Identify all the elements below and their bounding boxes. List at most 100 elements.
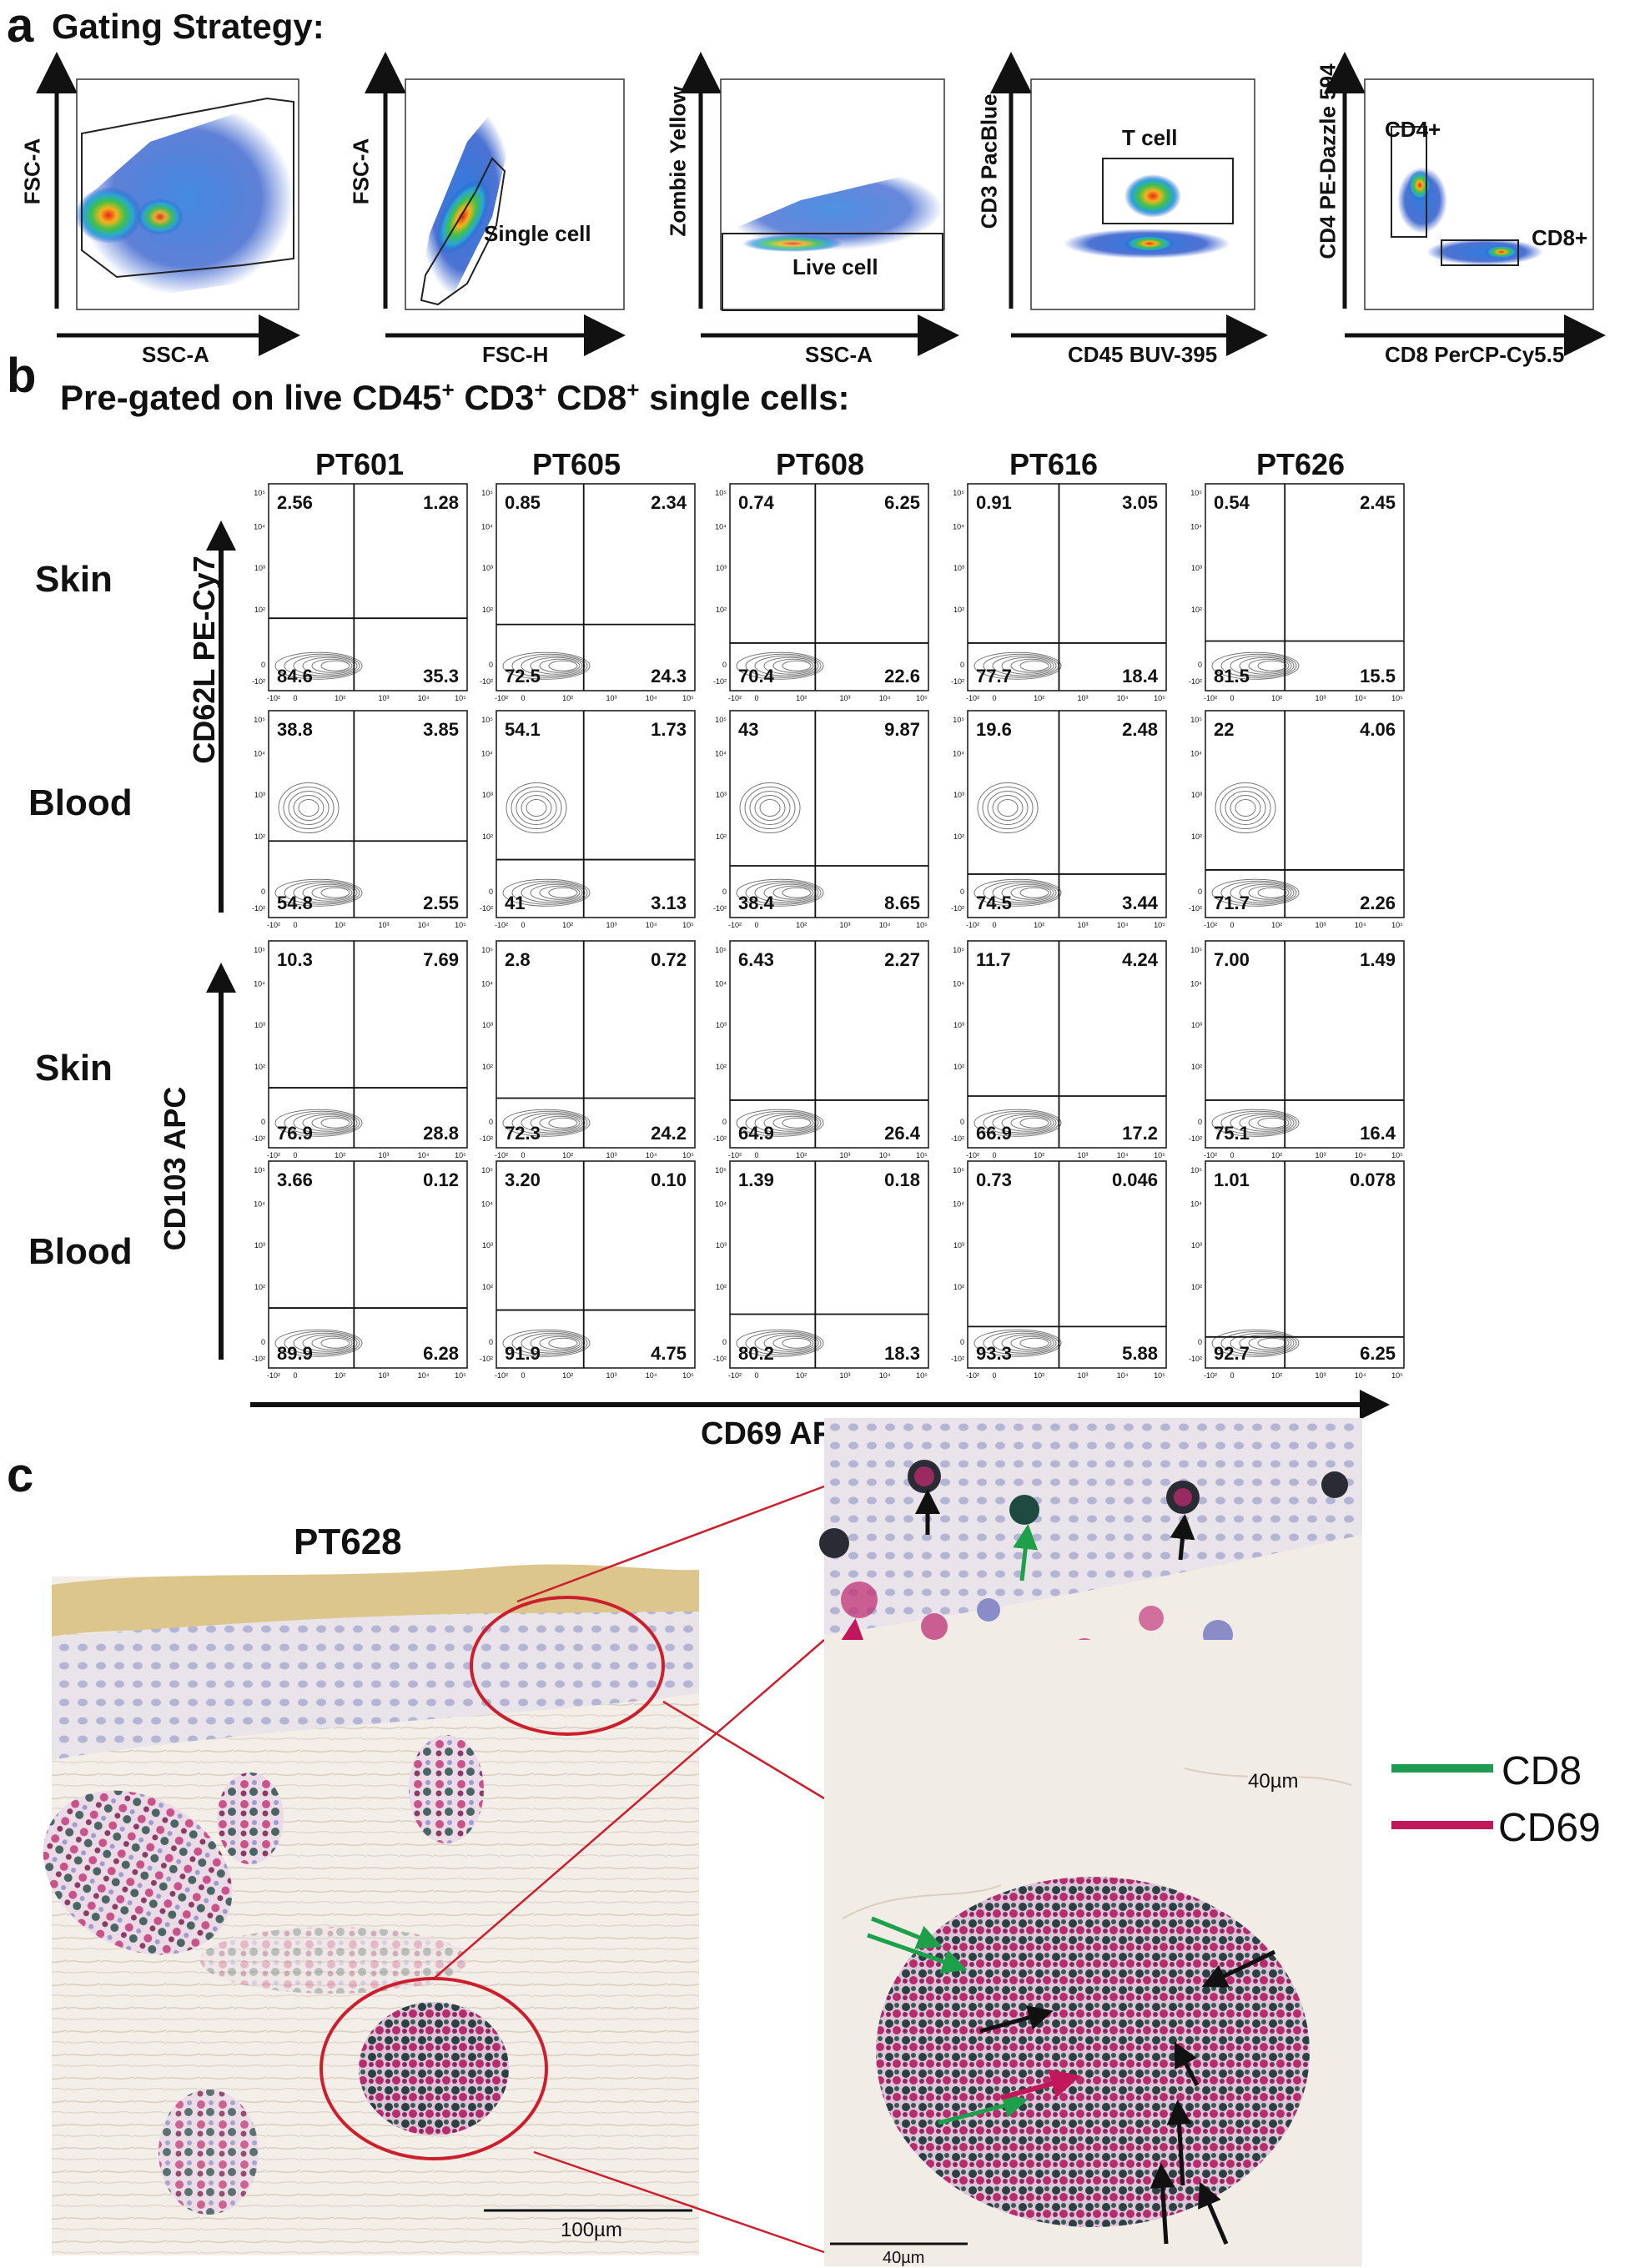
y-tick-label: 10⁵ [1190, 946, 1202, 954]
x-tick-label: 10³ [1316, 1371, 1326, 1380]
y-tick-label: -10² [1189, 1355, 1202, 1363]
y-tick-label: 10² [254, 1283, 265, 1291]
contour-line [511, 1330, 588, 1355]
contour-line [288, 791, 330, 826]
quadrant-ll-value: 72.3 [505, 1123, 541, 1144]
y-tick-label: 0 [722, 661, 727, 669]
callout-line [433, 1639, 825, 1979]
x-tick-label: -10² [966, 1151, 979, 1159]
x-tick-label: 10⁴ [646, 1151, 657, 1159]
contour-line [293, 1332, 358, 1354]
plot-frame [268, 940, 468, 1149]
y-tick-label: 10⁴ [254, 980, 265, 988]
y-tick-label: 10⁴ [1190, 1200, 1202, 1209]
contour-line [759, 799, 781, 817]
y-tick-label: -10² [1189, 677, 1202, 686]
y-tick-label: -10² [713, 677, 727, 686]
y-tick-label: 10² [482, 606, 493, 614]
quadrant-ll-value: 91.9 [505, 1343, 541, 1364]
contour-plot: -10² 0 10² 10³ 10⁴ 10⁵ -10² 0 10² 10³ 10⁴ 10⁵ 2.8 0.7… [480, 940, 696, 1159]
contour-line [284, 653, 360, 678]
arrow-cd8 [1013, 1524, 1039, 1582]
title-text-2: CD3 [454, 378, 535, 417]
quadrant-ur-value: 1.28 [423, 492, 459, 513]
contour-line [311, 1335, 353, 1350]
plot-frame [268, 710, 468, 918]
y-tick-label: 10² [953, 832, 964, 841]
y-tick-label: 0 [1198, 1338, 1202, 1346]
y-tick-label: 10² [254, 606, 265, 614]
quadrant-lr-value: 18.3 [884, 1343, 920, 1364]
panel-b-letter: b [7, 349, 37, 403]
y-tick-label: 10⁵ [953, 716, 964, 724]
contour-line [539, 1115, 581, 1130]
contour-line [1220, 653, 1297, 678]
y-tick-label: 0 [722, 1118, 727, 1126]
x-tick-label: 0 [293, 694, 297, 702]
x-tick-label: 0 [521, 1151, 525, 1159]
quadrant-ll-value: 64.9 [738, 1123, 774, 1144]
contour-plot: -10² 0 10² 10³ 10⁴ 10⁵ -10² 0 10² 10³ 10⁴ 10⁵ 19.6 2.… [951, 710, 1167, 929]
quadrant-lr-value: 35.3 [423, 666, 459, 686]
y-tick-label: 10² [953, 606, 964, 614]
gating-plot-1 [36, 52, 300, 356]
x-tick-label: 10⁴ [646, 1371, 657, 1380]
contour-plot: -10² 0 10² 10³ 10⁴ 10⁵ -10² 0 10² 10³ 10⁴ 10⁵ 6.43 2.… [713, 940, 929, 1159]
x-tick-label: 10² [1271, 1151, 1282, 1159]
panel-b-axes [206, 520, 1390, 1420]
y-tick-label: 10⁵ [254, 489, 265, 497]
x-tick-label: 10⁵ [682, 921, 694, 929]
micrograph-zoom-bottom [824, 1640, 1362, 2266]
y-tick-label: 10² [482, 1283, 493, 1291]
x-tick-label: -10² [495, 1151, 508, 1159]
y-tick-label: 10² [254, 832, 265, 841]
contour-line [548, 1337, 578, 1349]
gating-2-xlabel: FSC-H [482, 342, 549, 367]
row-label: Blood [28, 1231, 133, 1272]
x-tick-label: 10⁵ [455, 1371, 466, 1380]
x-tick-label: -10² [1204, 1371, 1217, 1380]
x-tick-label: -10² [267, 921, 280, 929]
y-tick-label: -10² [252, 677, 265, 686]
patient-header: PT601 [315, 447, 405, 481]
contour-line [293, 1112, 358, 1134]
title-sup: + [441, 377, 455, 402]
legend-label-cd69: CD69 [1498, 1806, 1601, 1850]
x-tick-label: -10² [495, 921, 508, 929]
x-tick-label: 10⁴ [418, 921, 430, 929]
quadrant-ur-value: 7.69 [423, 949, 459, 970]
title-sup: + [626, 377, 640, 402]
y-tick-label: -10² [252, 904, 265, 913]
x-tick-label: 10² [1271, 921, 1282, 929]
quadrant-ur-value: 4.06 [1360, 719, 1396, 740]
contour-line [320, 1117, 350, 1129]
callout-ellipse-top [470, 1596, 665, 1736]
contour-line [320, 660, 350, 671]
contour-line [284, 1330, 360, 1355]
contour-line [530, 1334, 583, 1352]
x-tick-label: 10⁴ [418, 1151, 430, 1159]
y-tick-label: 10³ [716, 1021, 727, 1029]
gate-rect [1391, 126, 1427, 238]
x-tick-label: 10² [1034, 921, 1044, 929]
gating-5-gate-label-cd8: CD8+ [1532, 225, 1588, 250]
contour-line [516, 791, 557, 826]
quadrant-ur-value: 0.046 [1112, 1169, 1158, 1190]
x-tick-label: -10² [728, 1151, 742, 1159]
arrow-double-positive [1166, 2100, 1192, 2186]
quadrant-lr-value: 24.3 [651, 666, 687, 686]
quadrant-ul-value: 43 [738, 719, 758, 740]
y-tick-label: -10² [951, 1134, 964, 1143]
contour-line [511, 653, 588, 678]
quadrant-lr-value: 6.25 [1360, 1343, 1396, 1364]
contour-line [745, 653, 822, 678]
y-tick-label: -10² [252, 1355, 265, 1363]
quadrant-ur-value: 3.85 [423, 719, 459, 740]
y-tick-label: 10⁴ [715, 523, 727, 531]
x-tick-label: 10³ [379, 1151, 390, 1159]
gating-plots [36, 52, 1606, 356]
quadrant-lr-value: 3.13 [651, 893, 687, 913]
x-tick-label: 10² [562, 694, 573, 702]
gating-plot-4 [990, 52, 1268, 356]
y-tick-label: 0 [960, 1338, 964, 1346]
